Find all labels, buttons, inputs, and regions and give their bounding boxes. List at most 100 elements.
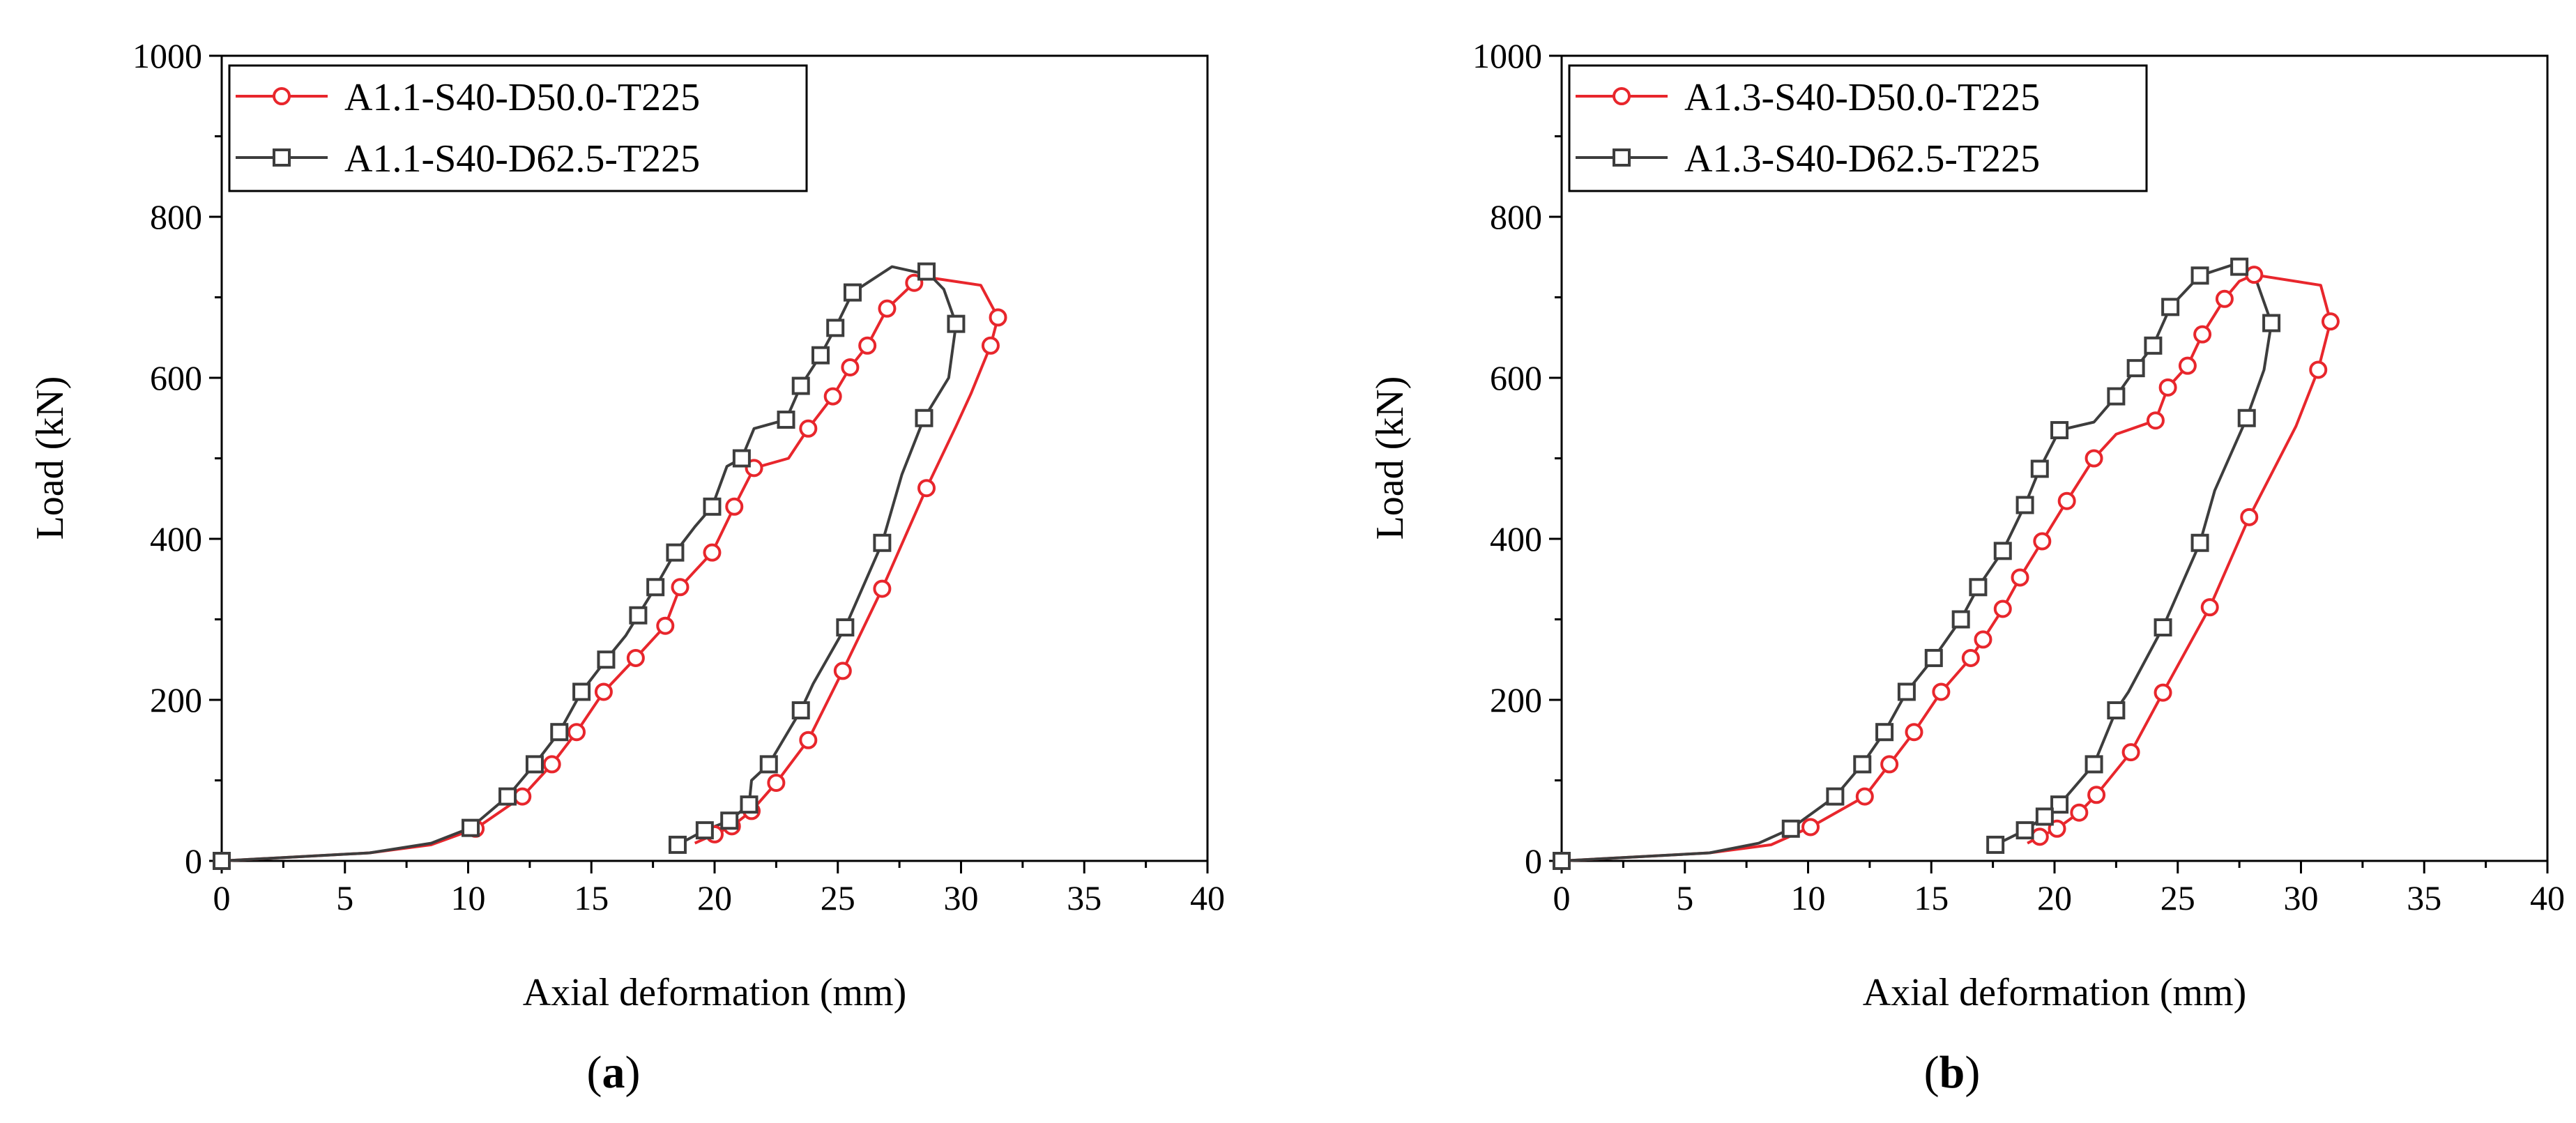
data-point [695,821,714,840]
data-point [542,755,561,774]
x-tick-label: 25 [2160,878,2195,917]
data-point [213,852,231,870]
x-tick-label: 20 [697,878,732,917]
x-tick-label: 5 [336,878,353,917]
data-point [2240,507,2259,526]
legend-label-0: A1.3-S40-D50.0-T225 [1684,76,2040,119]
data-point [777,411,795,429]
data-point [2158,378,2177,397]
legend-marker-0 [1613,87,1631,105]
legend: A1.1-S40-D50.0-T225 A1.1-S40-D62.5-T225 [228,64,808,192]
data-point [2321,312,2340,331]
caption-letter: b [1939,1047,1965,1098]
data-point [1855,787,1874,806]
data-point [799,419,818,438]
panel-caption: (a) [587,1047,641,1098]
data-point [550,723,569,742]
series-line-0 [221,275,1000,862]
x-axis-label: Axial deformation (mm) [523,971,907,1014]
data-point [498,787,517,806]
data-point [462,818,480,837]
data-point [841,358,860,376]
legend-marker-1 [1613,148,1631,167]
markers-layer [213,262,1007,870]
legend-marker-1 [273,148,291,167]
data-point [1553,852,1571,870]
y-tick-label: 1000 [132,36,202,75]
data-point [2309,360,2328,379]
legend: A1.3-S40-D50.0-T225 A1.3-S40-D62.5-T225 [1568,64,2148,192]
data-point [833,662,852,680]
data-point [2193,325,2212,344]
data-point [2050,421,2069,440]
data-point [1993,542,2012,560]
series-line-1 [221,265,958,862]
y-tick-label: 0 [1525,841,1542,880]
y-tick-label: 400 [1490,519,1542,558]
x-tick-label: 35 [2407,878,2441,917]
markers-layer [1553,257,2340,870]
data-point [656,616,675,635]
data-point [703,497,722,516]
data-point [2030,459,2049,478]
data-point [759,755,778,774]
data-point [629,606,648,625]
y-axis-label: Load (kN) [29,376,72,540]
data-point [2033,532,2052,551]
data-point [2245,266,2264,284]
data-point [2144,336,2163,355]
data-point [666,543,685,562]
x-tick-label: 40 [2530,878,2565,917]
x-tick-label: 10 [451,878,486,917]
data-point [2161,298,2180,316]
panel-caption: (b) [1924,1047,1981,1098]
data-point [1897,682,1916,701]
data-point [1993,599,2012,618]
data-point [1801,818,1820,836]
data-point [2085,755,2103,774]
data-point [799,731,818,749]
data-point [720,811,739,830]
legend-label-1: A1.3-S40-D62.5-T225 [1684,137,2040,181]
data-point [725,497,744,516]
data-point [2011,568,2029,587]
data-point [2215,289,2234,308]
x-tick-label: 30 [944,878,979,917]
data-point [732,449,751,468]
x-tick-label: 5 [1676,878,1693,917]
data-point [2070,803,2089,822]
data-point [513,787,532,806]
data-point [1974,630,1992,649]
legend-marker-0 [273,87,291,105]
data-point [917,479,936,498]
data-point [1853,755,1872,774]
legend-box [228,64,808,192]
y-tick-label: 200 [1490,680,1542,719]
data-point [703,543,722,562]
data-point [1951,610,1970,629]
y-tick-label: 800 [1490,197,1542,236]
data-point [791,701,810,720]
data-point [915,408,933,427]
data-point [2190,533,2209,552]
data-point [668,835,687,854]
y-tick-label: 0 [185,841,202,880]
data-point [525,755,544,774]
data-point [981,336,1000,355]
data-point [572,682,591,701]
data-point [2178,356,2197,375]
data-point [858,336,877,355]
data-point [2015,496,2034,514]
data-point [1932,682,1951,701]
y-tick-label: 600 [1490,358,1542,397]
data-point [597,650,616,669]
x-tick-label: 25 [821,878,855,917]
data-point [2230,257,2249,276]
data-point [823,387,842,406]
data-point [1781,819,1800,838]
data-point [1961,648,1980,667]
data-point [1924,648,1943,667]
